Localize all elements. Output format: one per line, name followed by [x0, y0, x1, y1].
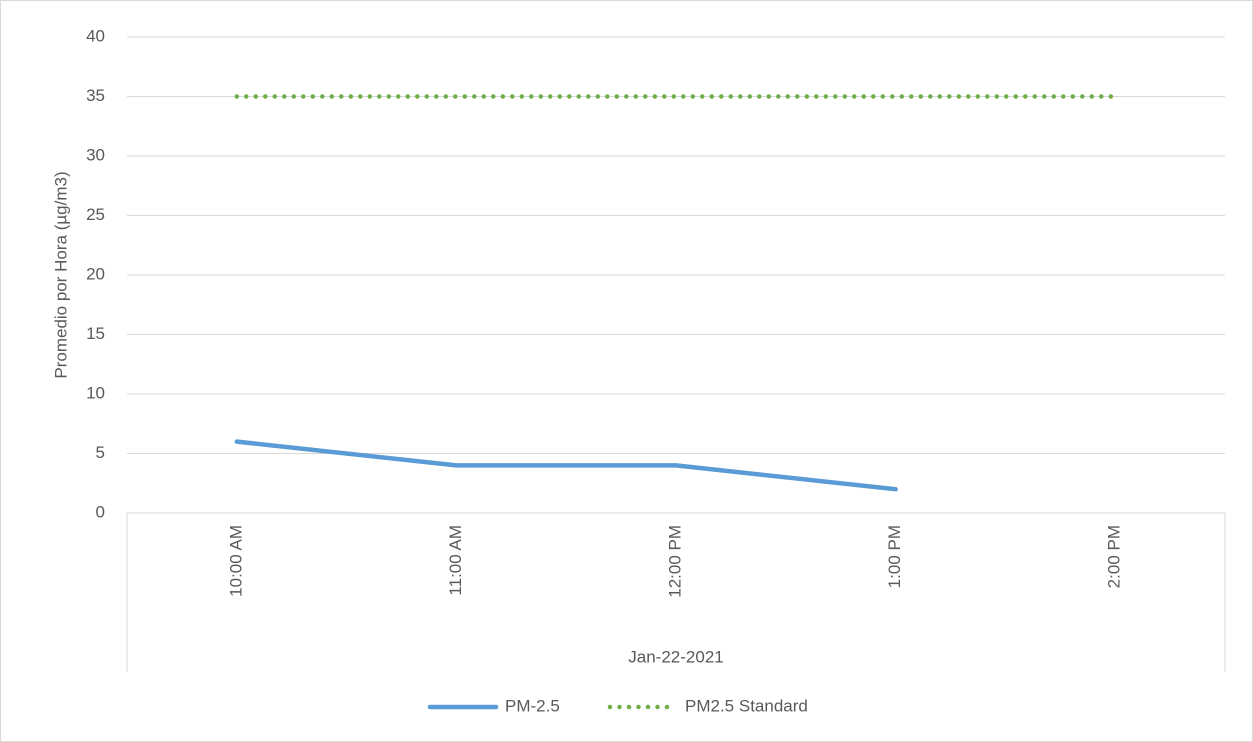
y-tick-label: 20	[86, 264, 105, 283]
y-tick-label: 35	[86, 86, 105, 105]
y-tick-label: 15	[86, 324, 105, 343]
legend-label: PM-2.5	[505, 696, 560, 715]
x-tick-label: 1:00 PM	[885, 525, 904, 588]
series-line	[234, 439, 898, 492]
y-tick-label: 25	[86, 205, 105, 224]
y-tick-label: 10	[86, 383, 105, 402]
y-tick-label: 30	[86, 145, 105, 164]
legend-label: PM2.5 Standard	[685, 696, 808, 715]
y-tick-label: 40	[86, 26, 105, 45]
x-tick-label: 10:00 AM	[226, 525, 245, 597]
x-tick-label: 11:00 AM	[446, 525, 465, 596]
y-tick-label: 0	[96, 502, 105, 521]
y-tick-label: 5	[96, 443, 105, 462]
x-tick-label: 12:00 PM	[665, 525, 684, 598]
x-tick-label: 2:00 PM	[1105, 525, 1124, 588]
y-axis-label: Promedio por Hora (µg/m3)	[51, 171, 70, 378]
x-group-label: Jan-22-2021	[628, 647, 723, 666]
